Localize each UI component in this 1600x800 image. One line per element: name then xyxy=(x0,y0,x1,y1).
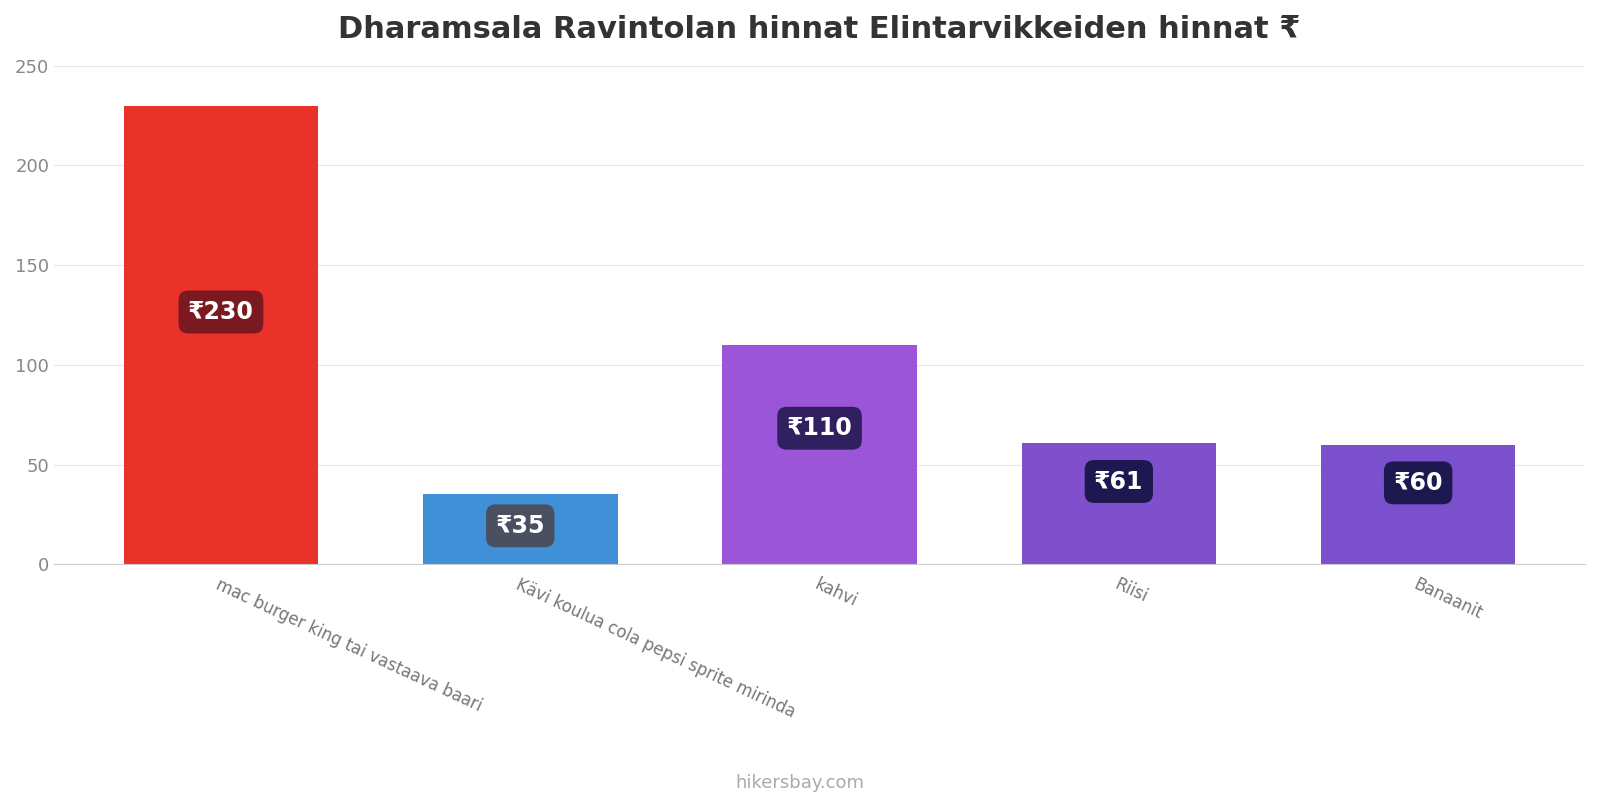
Bar xyxy=(722,345,917,564)
Title: Dharamsala Ravintolan hinnat Elintarvikkeiden hinnat ₹: Dharamsala Ravintolan hinnat Elintarvikk… xyxy=(338,15,1301,44)
Text: ₹230: ₹230 xyxy=(189,300,254,324)
Text: ₹110: ₹110 xyxy=(787,416,853,440)
Bar xyxy=(1021,442,1216,564)
Text: hikersbay.com: hikersbay.com xyxy=(736,774,864,792)
Bar xyxy=(123,106,318,564)
Bar xyxy=(1322,445,1515,564)
Text: ₹61: ₹61 xyxy=(1094,470,1144,494)
Bar xyxy=(422,494,618,564)
Text: ₹35: ₹35 xyxy=(496,514,546,538)
Text: ₹60: ₹60 xyxy=(1394,471,1443,495)
